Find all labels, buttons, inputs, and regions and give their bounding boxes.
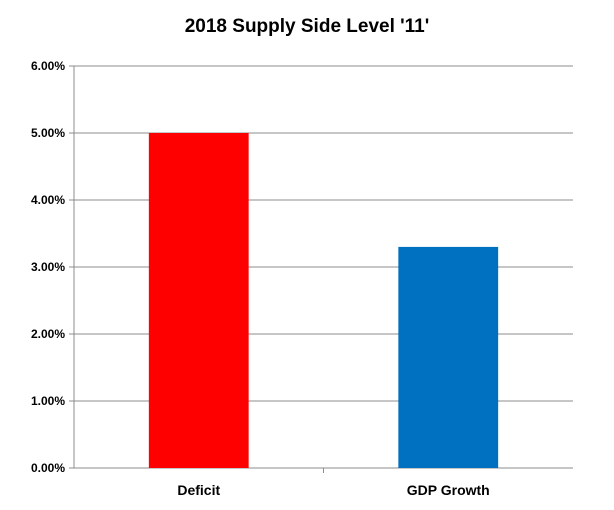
- y-tick-label: 1.00%: [31, 394, 65, 408]
- y-tick-label: 2.00%: [31, 327, 65, 341]
- bar-deficit: [148, 133, 249, 468]
- x-category-label: Deficit: [177, 482, 220, 498]
- axis-labels: 0.00% 1.00% 2.00% 3.00% 4.00% 5.00% 6.00% Defic…: [31, 59, 490, 498]
- y-tick-label: 5.00%: [31, 126, 65, 140]
- y-tick-label: 3.00%: [31, 260, 65, 274]
- y-tick-label: 6.00%: [31, 59, 65, 73]
- y-tick-label: 4.00%: [31, 193, 65, 207]
- y-tick-label: 0.00%: [31, 461, 65, 475]
- x-category-label: GDP Growth: [407, 482, 490, 498]
- bars: [148, 133, 499, 468]
- chart-title: 2018 Supply Side Level '11': [184, 16, 430, 37]
- bar-gdp-growth: [398, 246, 499, 468]
